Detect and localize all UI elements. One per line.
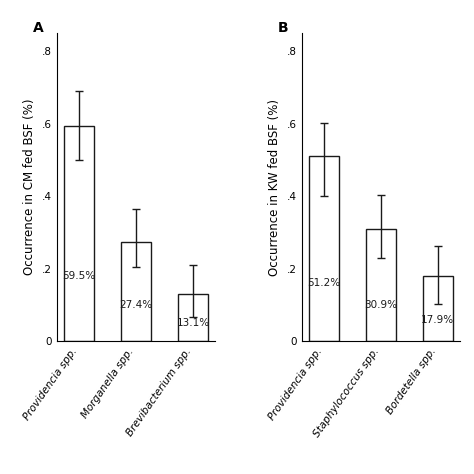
Bar [121, 242, 151, 341]
Text: 17.9%: 17.9% [421, 315, 455, 325]
Text: 27.4%: 27.4% [119, 300, 153, 310]
Bar [64, 126, 94, 341]
Bar [309, 155, 338, 341]
Y-axis label: Occurrence in CM fed BSF (%): Occurrence in CM fed BSF (%) [24, 99, 36, 275]
Bar [366, 229, 396, 341]
Text: 13.1%: 13.1% [176, 318, 210, 328]
Text: B: B [278, 21, 289, 35]
Bar [423, 276, 453, 341]
Y-axis label: Occurrence in KW fed BSF (%): Occurrence in KW fed BSF (%) [268, 99, 282, 276]
Text: 30.9%: 30.9% [365, 300, 397, 310]
Text: 59.5%: 59.5% [62, 271, 95, 281]
Bar [178, 294, 208, 341]
Text: 51.2%: 51.2% [307, 278, 340, 288]
Text: A: A [33, 21, 44, 35]
